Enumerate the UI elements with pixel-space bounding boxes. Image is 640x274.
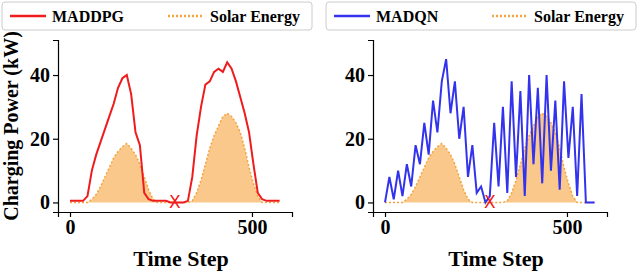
tick-label: 40 (30, 64, 50, 86)
x-tick: 0 (66, 212, 76, 238)
y-tick: 40 (345, 64, 373, 86)
legend-label: MADDPG (52, 8, 125, 25)
tick-label: 20 (30, 128, 50, 150)
tick-mark (368, 202, 373, 203)
tick-label: 0 (355, 191, 365, 213)
y-tick: 20 (30, 128, 58, 150)
annotation: X (169, 192, 181, 212)
y-tick: 40 (30, 64, 58, 86)
figure: 050002040XTime StepCharging Power (kW)MA… (0, 0, 640, 274)
x-axis-title: Time Step (448, 246, 544, 271)
legend-box (326, 2, 636, 30)
tick-label: 500 (552, 216, 582, 238)
x-axis: 0 500 (59, 212, 293, 238)
y-tick: 20 (345, 128, 373, 150)
panel: 0 500 0 20 40 X Time Step MADQN Solar Energy (326, 2, 636, 271)
legend-swatch (10, 15, 46, 18)
legend-swatch (168, 15, 204, 18)
tick-label: 20 (345, 128, 365, 150)
line (385, 59, 595, 202)
x-axis-title: Time Step (133, 246, 229, 271)
tick-mark (53, 75, 58, 76)
legend-label: Solar Energy (534, 8, 624, 26)
y-axis: 0 20 40 (30, 41, 59, 214)
y-axis: 0 20 40 (345, 41, 374, 214)
annotation: X (484, 192, 496, 212)
legend-box (2, 2, 312, 30)
tick-mark (53, 202, 58, 203)
axis-line (368, 41, 374, 213)
y-axis-title: Charging Power (kW) (0, 31, 23, 221)
legend: MADDPG Solar Energy (2, 2, 312, 30)
tick-label: 0 (381, 216, 391, 238)
x-tick: 500 (237, 212, 267, 238)
legend-label: Solar Energy (210, 8, 300, 26)
legend: MADQN Solar Energy (326, 2, 636, 30)
plot-area (385, 59, 595, 202)
tick-mark (368, 75, 373, 76)
y-tick: 0 (40, 191, 58, 213)
legend-swatch (334, 15, 370, 18)
tick-label: 0 (40, 191, 50, 213)
tick-mark (53, 139, 58, 140)
x-tick: 500 (552, 212, 582, 238)
plot-area (70, 62, 280, 202)
axis-line (53, 41, 59, 213)
legend-label: MADQN (376, 8, 439, 25)
tick-label: 0 (66, 216, 76, 238)
y-tick: 0 (355, 191, 373, 213)
line (70, 62, 280, 202)
tick-label: 500 (237, 216, 267, 238)
tick-mark (368, 139, 373, 140)
x-axis: 0 500 (374, 212, 608, 238)
legend-swatch (492, 15, 528, 18)
tick-label: 40 (345, 64, 365, 86)
panel: 050002040XTime StepCharging Power (kW)MA… (0, 2, 312, 271)
x-tick: 0 (381, 212, 391, 238)
